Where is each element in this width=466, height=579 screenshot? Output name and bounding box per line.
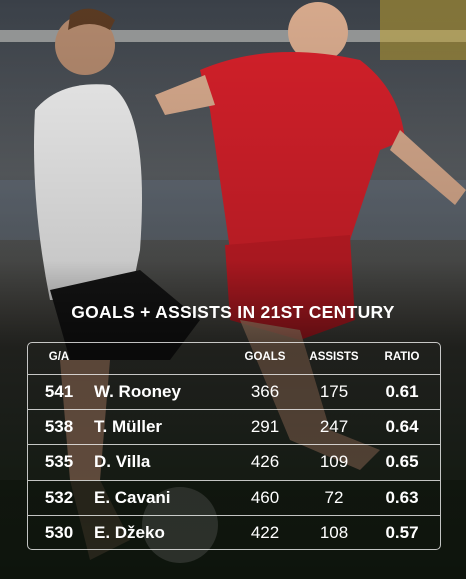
goals: 422 [250,522,280,542]
table-row: 532 E. Cavani 460 72 0.63 [28,479,440,515]
player-name: T. Müller [94,417,163,437]
table-row: 535 D. Villa 426 109 0.65 [28,444,440,479]
column-header: GOALS [244,351,286,363]
assists: 175 [319,382,349,401]
title: GOALS + ASSISTS IN 21ST CENTURY [71,302,395,322]
table-row: 530 E. Džeko 422 108 0.57 [28,514,440,550]
assists: 247 [319,417,349,437]
column-header: G/A [48,351,70,363]
assists: 109 [319,452,349,472]
ga-total: 532 [44,487,74,507]
goals: 366 [250,382,280,401]
column-header: RATIO [384,351,420,363]
ratio: 0.63 [385,487,419,507]
player-name: W. Rooney [94,382,181,401]
table-row: 541 W. Rooney 366 175 0.61 [28,374,440,409]
assists: 72 [324,487,344,507]
goals: 426 [250,452,280,472]
ratio: 0.64 [385,417,419,437]
table-row: 538 T. Müller 291 247 0.64 [28,409,440,444]
ga-total: 541 [44,382,74,401]
player-name: E. Džeko [94,522,165,542]
goals: 460 [250,487,280,507]
ga-total: 538 [44,417,74,437]
ga-total: 530 [44,522,74,542]
ratio: 0.61 [385,382,419,401]
assists: 108 [319,522,349,542]
player-name: D. Villa [94,452,151,472]
stats-table: G/A GOALS ASSISTS RATIO 541 W. Rooney 366 175 0.… [27,342,441,550]
player-name: E. Cavani [94,487,171,507]
column-header: ASSISTS [309,351,359,363]
ratio: 0.65 [385,452,419,472]
goals: 291 [250,417,280,437]
ratio: 0.57 [385,522,419,542]
ga-total: 535 [44,452,74,472]
